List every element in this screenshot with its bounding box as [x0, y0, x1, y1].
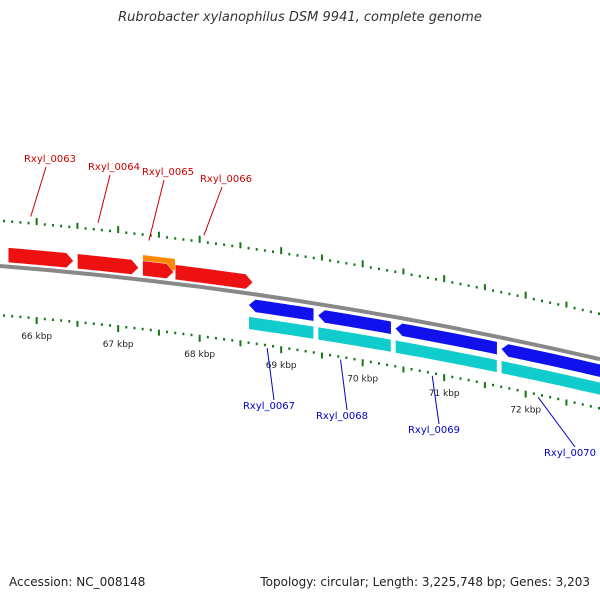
kbp-label: 72 kbp [510, 406, 541, 416]
bottom-tick-track [3, 314, 600, 410]
kbp-label: 70 kbp [347, 374, 378, 384]
forward-gene [7, 247, 74, 269]
reverse-gene-label: Rxyl_0067 [243, 401, 295, 412]
reverse-gene [500, 343, 600, 378]
kbp-label: 68 kbp [184, 350, 215, 360]
kbp-label: 69 kbp [266, 361, 297, 371]
reverse-cds [394, 339, 498, 374]
kbp-label: 66 kbp [21, 332, 52, 342]
reverse-gene [317, 309, 392, 335]
reverse-gene-label: Rxyl_0070 [544, 448, 596, 459]
genome-title: Rubrobacter xylanophilus DSM 9941, compl… [118, 10, 482, 25]
forward-gene [142, 260, 174, 279]
reverse-cds [500, 360, 600, 396]
reverse-cds [248, 315, 315, 340]
reverse-gene-label: Rxyl_0069 [408, 425, 460, 436]
kbp-label: 71 kbp [429, 389, 460, 399]
reverse-gene-track [248, 299, 600, 378]
genome-backbone [0, 264, 600, 362]
forward-gene-track [7, 247, 254, 290]
forward-gene-label: Rxyl_0066 [200, 174, 252, 185]
gene-labels: Rxyl_0063 Rxyl_0064 Rxyl_0065 Rxyl_0066 Rxyl… [24, 154, 596, 459]
kbp-label: 67 kbp [103, 340, 134, 350]
reverse-gene [248, 299, 315, 322]
forward-gene-label: Rxyl_0064 [88, 162, 140, 173]
forward-gene [77, 253, 139, 275]
topology-label: Topology: circular; Length: 3,225,748 bp… [260, 575, 590, 589]
kbp-axis-labels: 66 kbp 67 kbp 68 kbp 69 kbp 70 kbp 71 kbp 72 k… [21, 332, 541, 416]
reverse-cds [317, 326, 392, 353]
reverse-cds-lane [248, 315, 600, 396]
reverse-gene-label: Rxyl_0068 [316, 411, 368, 422]
forward-gene-label: Rxyl_0065 [142, 167, 194, 178]
forward-gene [174, 264, 254, 290]
top-tick-track [3, 218, 600, 315]
forward-gene-label: Rxyl_0063 [24, 154, 76, 165]
accession-label: Accession: NC_008148 [9, 575, 146, 589]
reverse-gene [394, 323, 498, 356]
